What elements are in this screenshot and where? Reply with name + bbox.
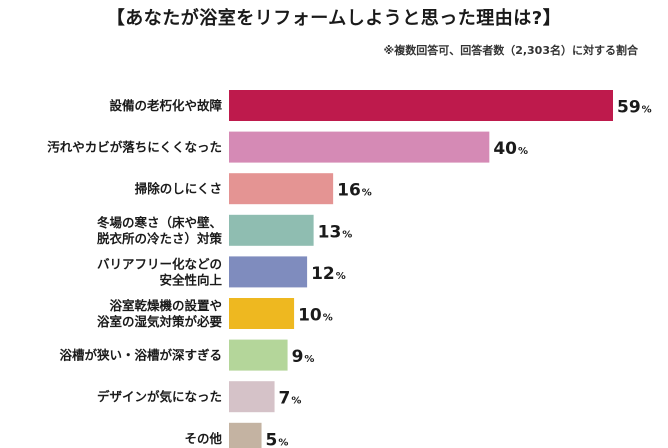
category-label: その他	[184, 431, 222, 446]
bar	[229, 90, 613, 121]
bar	[229, 214, 314, 246]
data-label: 40%	[493, 139, 528, 159]
data-label: 16%	[337, 181, 372, 201]
data-label: 12%	[311, 264, 346, 284]
data-label: 9%	[292, 347, 315, 367]
bar	[229, 131, 490, 163]
category-label: 浴槽が狭い・浴槽が深すぎる	[59, 348, 222, 363]
bar	[229, 173, 334, 205]
category-label: 脱衣所の冷たさ）対策	[97, 231, 223, 246]
category-label: 浴室乾燥機の設置や	[109, 298, 222, 313]
category-label: 掃除のしにくさ	[135, 181, 222, 196]
data-label: 5%	[266, 430, 289, 448]
bar	[229, 298, 295, 329]
category-label: バリアフリー化などの	[97, 256, 222, 271]
category-label: 汚れやカビが落ちにくくなった	[47, 140, 222, 155]
chart-title: 【あなたが浴室をリフォームしようと思った理由は?】	[106, 8, 562, 29]
bar	[229, 339, 288, 371]
category-label: 設備の老朽化や故障	[109, 98, 222, 113]
category-label: デザインが気になった	[97, 389, 222, 404]
data-label: 10%	[298, 306, 333, 326]
category-label: 安全性向上	[159, 272, 222, 287]
category-label: 浴室の湿気対策が必要	[97, 314, 223, 329]
data-label: 7%	[279, 389, 302, 409]
data-label: 13%	[318, 222, 353, 242]
bar	[229, 422, 262, 448]
category-label: 冬場の寒さ（床や壁、	[97, 215, 222, 230]
chart-note: ※複数回答可、回答者数（2,303名）に対する割合	[383, 44, 639, 57]
data-label: 59%	[617, 98, 652, 118]
bar	[229, 256, 308, 288]
bar	[229, 381, 275, 413]
